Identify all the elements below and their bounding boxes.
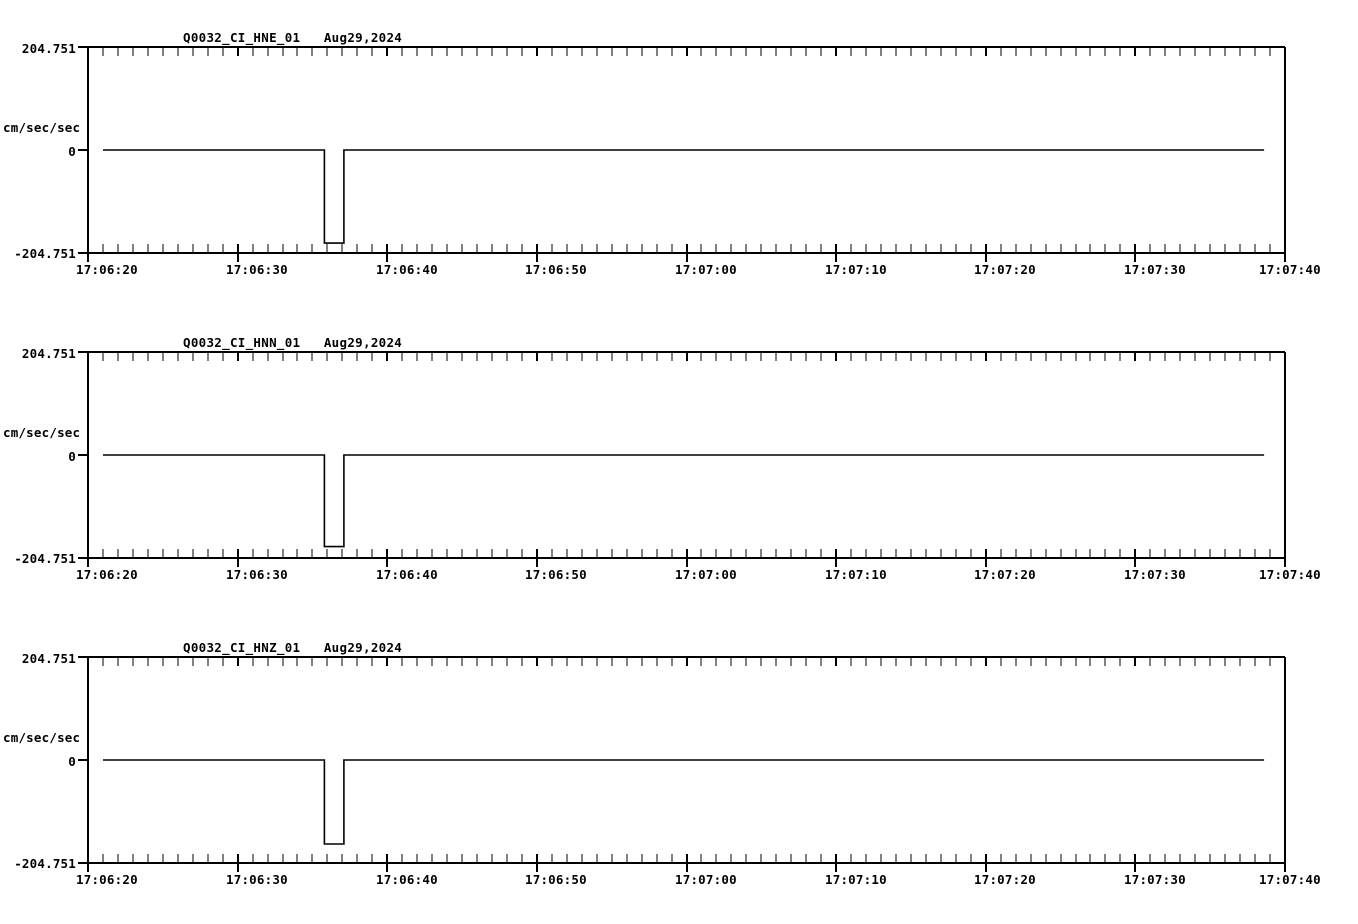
y-axis-min-label-hne: -204.751	[14, 246, 76, 261]
x-tick-label-7-hnz: 17:07:30	[1124, 872, 1186, 887]
x-axis-minor-ticks-hne	[102, 47, 1271, 253]
x-tick-label-8-hnz: 17:07:40	[1259, 872, 1321, 887]
x-axis-minor-ticks-hnz	[102, 657, 1271, 863]
x-tick-label-0-hnn: 17:06:20	[76, 567, 138, 582]
x-tick-label-0-hnz: 17:06:20	[76, 872, 138, 887]
y-axis-max-label-hnz: 204.751	[21, 651, 76, 666]
x-tick-label-4-hnz: 17:07:00	[675, 872, 737, 887]
y-axis-unit-label-hnz: cm/sec/sec	[3, 730, 81, 745]
y-axis-zero-label-hnn: 0	[68, 449, 76, 464]
waveform-trace-hne	[103, 149, 1265, 244]
waveform-trace-hnz	[103, 759, 1265, 845]
y-axis-unit-label-hnn: cm/sec/sec	[3, 425, 81, 440]
x-tick-label-3-hne: 17:06:50	[525, 262, 587, 277]
waveform-trace-hnn	[103, 454, 1265, 548]
x-tick-label-5-hne: 17:07:10	[825, 262, 887, 277]
x-tick-label-6-hnz: 17:07:20	[974, 872, 1036, 887]
x-tick-label-3-hnz: 17:06:50	[525, 872, 587, 887]
x-tick-label-6-hnn: 17:07:20	[974, 567, 1036, 582]
y-axis-unit-label-hne: cm/sec/sec	[3, 120, 81, 135]
x-tick-label-4-hnn: 17:07:00	[675, 567, 737, 582]
y-axis-min-label-hnz: -204.751	[14, 856, 76, 871]
y-axis-ticks-hnn	[78, 351, 88, 559]
x-tick-label-5-hnn: 17:07:10	[825, 567, 887, 582]
y-axis-ticks-hnz	[78, 656, 88, 864]
y-axis-max-label-hnn: 204.751	[21, 346, 76, 361]
x-tick-label-7-hnn: 17:07:30	[1124, 567, 1186, 582]
y-axis-zero-label-hnz: 0	[68, 754, 76, 769]
x-tick-label-1-hnz: 17:06:30	[226, 872, 288, 887]
x-tick-label-0-hne: 17:06:20	[76, 262, 138, 277]
x-tick-label-7-hne: 17:07:30	[1124, 262, 1186, 277]
plot-area-hnz	[78, 656, 1286, 872]
y-axis-ticks-hne	[78, 46, 88, 254]
waveform-panel-hnn: Q0032_CI_HNN_01 Aug29,2024 204.751 cm/se…	[0, 305, 1358, 605]
y-axis-zero-label-hne: 0	[68, 144, 76, 159]
waveform-panel-hne: Q0032_CI_HNE_01 Aug29,2024 204.751 cm/se…	[0, 0, 1358, 300]
x-tick-label-2-hnz: 17:06:40	[376, 872, 438, 887]
x-tick-label-5-hnz: 17:07:10	[825, 872, 887, 887]
x-tick-label-4-hne: 17:07:00	[675, 262, 737, 277]
waveform-panel-hnz: Q0032_CI_HNZ_01 Aug29,2024 204.751 cm/se…	[0, 610, 1358, 915]
x-axis-major-ticks-hne	[87, 47, 1286, 262]
panel-title-hnn: Q0032_CI_HNN_01 Aug29,2024	[183, 335, 403, 350]
panel-title-hnz: Q0032_CI_HNZ_01 Aug29,2024	[183, 640, 403, 655]
x-tick-label-2-hne: 17:06:40	[376, 262, 438, 277]
x-axis-minor-ticks-hnn	[102, 352, 1271, 558]
x-tick-label-1-hne: 17:06:30	[226, 262, 288, 277]
panel-title-hne: Q0032_CI_HNE_01 Aug29,2024	[183, 30, 403, 45]
x-axis-major-ticks-hnn	[87, 352, 1286, 567]
x-tick-label-1-hnn: 17:06:30	[226, 567, 288, 582]
x-axis-major-ticks-hnz	[87, 657, 1286, 872]
x-tick-label-3-hnn: 17:06:50	[525, 567, 587, 582]
y-axis-min-label-hnn: -204.751	[14, 551, 76, 566]
plot-area-hne	[78, 46, 1286, 262]
x-tick-label-8-hnn: 17:07:40	[1259, 567, 1321, 582]
plot-area-hnn	[78, 351, 1286, 567]
x-tick-label-6-hne: 17:07:20	[974, 262, 1036, 277]
x-tick-label-8-hne: 17:07:40	[1259, 262, 1321, 277]
y-axis-max-label-hne: 204.751	[21, 41, 76, 56]
x-tick-label-2-hnn: 17:06:40	[376, 567, 438, 582]
